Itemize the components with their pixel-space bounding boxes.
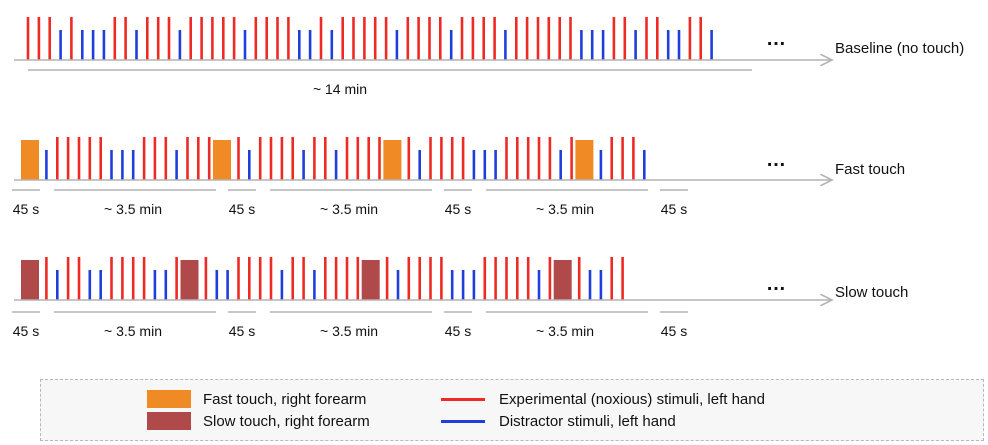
distractor-stimulus-swatch [441,419,485,423]
fast-touch-swatch [147,390,191,408]
slow-touch-touch-block [361,260,380,300]
legend-label-fast-touch: Fast touch, right forearm [203,390,367,408]
slow-touch-stimulus-train [21,257,624,300]
fast-touch-interval-label: 45 s [13,201,39,217]
fast-touch-interval-label: 45 s [445,201,471,217]
fast-touch-touch-block [383,140,402,180]
baseline-stimulus-train [26,17,713,60]
fast-touch-touch-block [213,140,231,180]
legend-label-slow-touch: Slow touch, right forearm [203,412,370,430]
legend-label-distractor: Distractor stimuli, left hand [499,412,676,430]
slow-touch-row: … Slow touch 45 s ~ 3.5 min 45 s ~ 3.5 m… [12,257,908,339]
fast-touch-touch-block [575,140,594,180]
fast-touch-interval-label: ~ 3.5 min [104,201,162,217]
fast-touch-touch-block [21,140,39,180]
fast-touch-interval-label: ~ 3.5 min [320,201,378,217]
legend-item-distractor: Distractor stimuli, left hand [441,411,676,431]
fast-touch-continuation-dots: … [766,149,788,171]
legend-label-experimental: Experimental (noxious) stimuli, left han… [499,390,765,408]
fast-touch-interval-label: 45 s [661,201,687,217]
slow-touch-interval-label: 45 s [13,323,39,339]
slow-touch-swatch [147,412,191,430]
slow-touch-touch-block [180,260,199,300]
slow-touch-interval-label: ~ 3.5 min [104,323,162,339]
slow-touch-interval-label: ~ 3.5 min [320,323,378,339]
slow-touch-interval-label: ~ 3.5 min [536,323,594,339]
legend-item-slow-touch: Slow touch, right forearm [147,411,370,431]
fast-touch-stimulus-train [21,137,646,180]
fast-touch-row-label: Fast touch [835,161,905,178]
slow-touch-interval-label: 45 s [661,323,687,339]
experimental-stimulus-swatch [441,397,485,401]
slow-touch-interval-label: 45 s [229,323,255,339]
baseline-row: … Baseline (no touch) ~ 14 min [14,17,964,97]
slow-touch-touch-block [21,260,39,300]
baseline-continuation-dots: … [766,28,788,50]
baseline-duration-label: ~ 14 min [313,81,367,97]
slow-touch-interval-label: 45 s [445,323,471,339]
legend-item-experimental: Experimental (noxious) stimuli, left han… [441,389,765,409]
slow-touch-touch-block [553,260,572,300]
fast-touch-interval-label: 45 s [229,201,255,217]
slow-touch-continuation-dots: … [766,273,788,295]
slow-touch-row-label: Slow touch [835,284,908,301]
fast-touch-interval-label: ~ 3.5 min [536,201,594,217]
legend: Fast touch, right forearm Slow touch, ri… [40,379,984,441]
fast-touch-row: … Fast touch 45 s ~ 3.5 min 45 s ~ 3.5 m… [12,137,905,217]
baseline-row-label: Baseline (no touch) [835,40,964,57]
legend-item-fast-touch: Fast touch, right forearm [147,389,366,409]
